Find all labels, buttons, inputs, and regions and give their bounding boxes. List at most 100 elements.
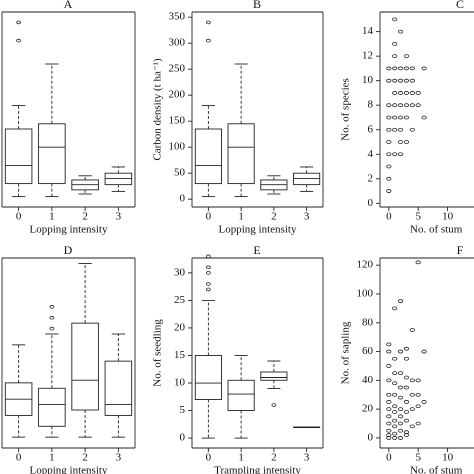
y-tick-label: 25 [174,294,186,306]
point [392,127,398,132]
outlier [205,282,211,286]
box [194,355,222,400]
y-tick-label: 10 [362,74,374,86]
point [403,91,410,95]
point [397,78,404,83]
box [227,123,255,185]
point [386,364,392,368]
x-tick-label: 2 [271,452,277,464]
x-tick-label: 0 [16,452,22,464]
point [386,421,392,426]
point [392,431,398,436]
outlier [271,403,277,407]
point [421,115,427,120]
point [392,115,398,120]
x-tick-label: 2 [82,211,88,223]
point [392,17,398,22]
x-tick-label: 3 [304,211,310,223]
box [104,360,133,416]
point [403,385,410,390]
y-tick-label: 6 [368,123,374,135]
point [386,164,392,169]
x-tick-label: 0 [386,211,392,223]
point [386,66,392,71]
x-tick-label: 0 [206,452,212,464]
point [397,115,404,120]
x-tick-label: 5 [415,211,421,223]
y-tick-label: 100 [169,141,186,153]
y-tick-label: 100 [357,288,374,300]
panel-title: C [456,0,464,11]
box [4,128,33,185]
box [194,128,222,185]
panel-title: E [253,243,260,257]
panel-title: A [64,0,73,11]
point [409,424,415,429]
point [409,91,415,95]
point [392,418,398,423]
y-tick-label: 0 [368,431,374,443]
point [415,260,421,265]
y-tick-label: 50 [174,167,186,179]
point [397,103,404,108]
x-tick-label: 1 [49,211,55,223]
point [392,356,398,361]
point [421,66,427,71]
point [403,78,410,83]
point [397,91,404,95]
point [392,41,398,46]
point [386,189,392,193]
point [386,115,392,120]
point [397,29,404,34]
y-tick-label: 20 [174,321,186,333]
y-tick-label: 4 [368,148,374,160]
point [409,407,415,412]
outlier [49,326,55,331]
outlier [205,254,211,259]
point [392,103,398,108]
x-tick-label: 3 [116,211,122,223]
y-tick-label: 250 [169,63,186,75]
point [403,66,410,71]
x-axis-label: Lopping intensity [30,465,108,474]
point [415,404,421,409]
x-tick-label: 1 [238,211,244,223]
point [386,342,392,347]
point [397,140,404,144]
point [386,78,392,83]
point [397,371,404,376]
x-tick-label: 2 [271,211,277,223]
outlier [49,305,55,309]
point [386,127,392,132]
point [392,152,398,157]
outlier [205,38,211,43]
y-tick-label: 2 [368,172,374,184]
point [397,299,404,304]
point [397,428,404,433]
point [403,410,410,414]
x-tick-label: 0 [16,211,22,223]
point [403,346,410,351]
point [409,66,415,71]
point [386,428,392,433]
point [403,400,410,404]
point [386,392,392,397]
point [403,115,410,120]
y-axis-label: No. of seedling [152,319,164,387]
point [403,418,410,423]
box [104,172,133,186]
point [392,381,398,386]
point [415,378,421,383]
point [397,152,404,157]
point [386,414,392,419]
y-tick-label: 14 [362,25,374,37]
box [38,387,66,427]
point [409,127,415,132]
point [386,436,392,440]
x-tick-label: 1 [238,452,244,464]
point [397,436,404,440]
point [409,103,415,108]
outlier [205,20,211,25]
point [392,306,398,311]
